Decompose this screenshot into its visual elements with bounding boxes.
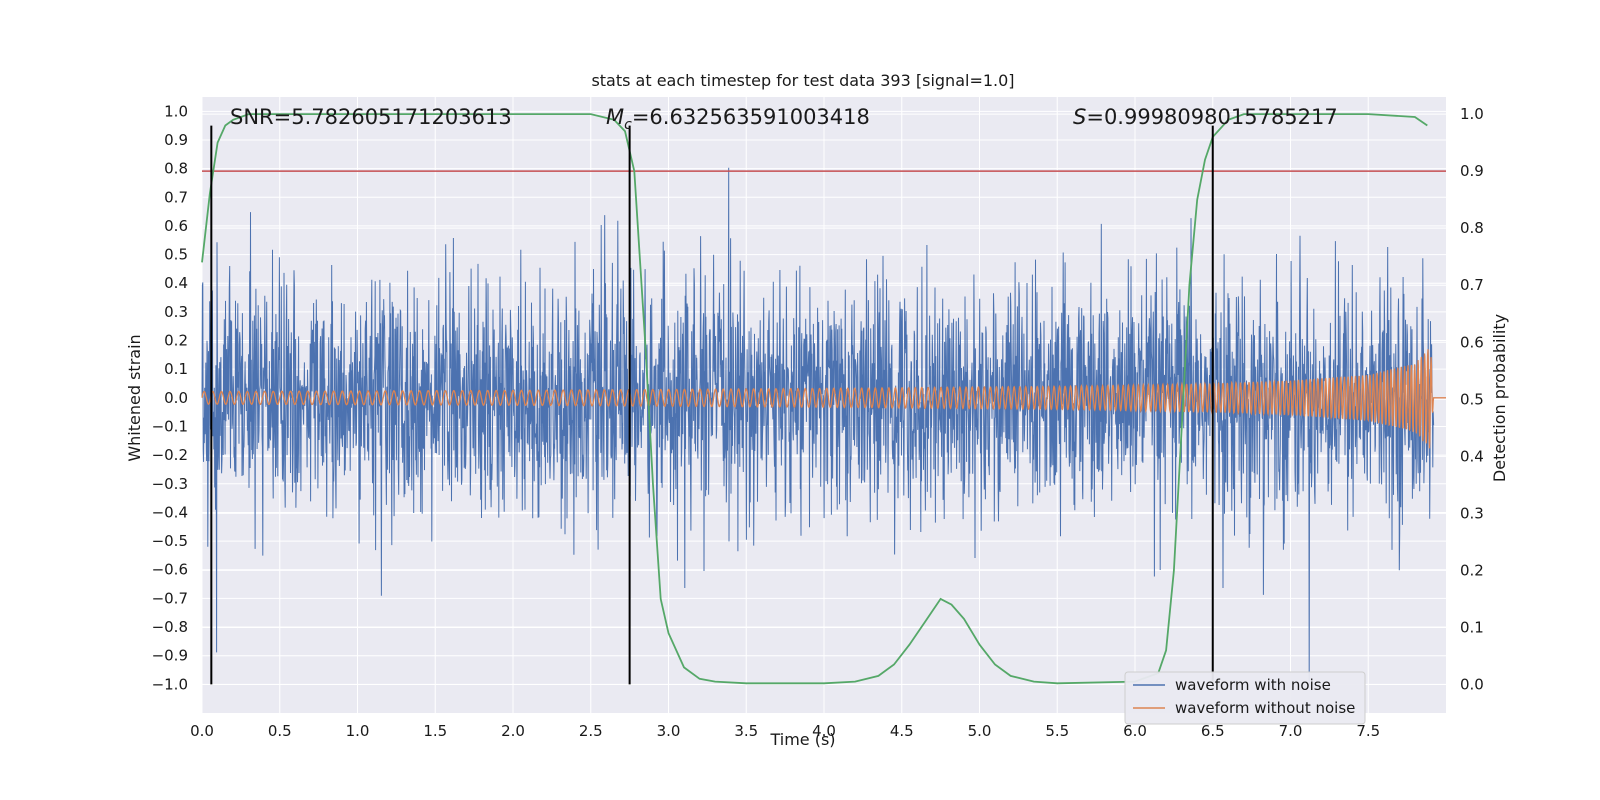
x-tick-label: 1.5 <box>423 722 447 740</box>
y2-tick-label: 0.5 <box>1460 390 1484 408</box>
y-tick-label: −0.9 <box>152 647 188 665</box>
x-tick-label: 4.0 <box>812 722 836 740</box>
mc-subscript: c <box>624 117 632 133</box>
y-tick-label: 0.6 <box>164 217 188 235</box>
y2-tick-label: 0.3 <box>1460 504 1484 522</box>
mc-value: =6.632563591003418 <box>632 105 870 129</box>
x-tick-label: 3.0 <box>657 722 681 740</box>
x-axis-label: Time (s) <box>769 730 835 749</box>
x-tick-label: 4.5 <box>890 722 914 740</box>
y2-tick-label: 0.7 <box>1460 276 1484 294</box>
y2-tick-label: 0.6 <box>1460 333 1484 351</box>
y-tick-label: −0.3 <box>152 475 188 493</box>
x-axis-ticks: 0.0 0.5 1.0 1.5 2.0 2.5 3.0 3.5 4.0 4.5 5.0 5.5 6.0 6… <box>190 722 1380 740</box>
noise-line <box>201 167 1435 685</box>
y-tick-label: −0.1 <box>152 417 188 435</box>
x-tick-label: 6.0 <box>1123 722 1147 740</box>
y2-tick-label: 1.0 <box>1460 105 1484 123</box>
x-tick-label: 0.0 <box>190 722 214 740</box>
y2-tick-label: 0.4 <box>1460 447 1484 465</box>
legend: waveform with noise waveform without noi… <box>1124 671 1366 725</box>
y2-axis-label: Detection probability <box>1490 314 1509 482</box>
y-tick-label: 0.3 <box>164 303 188 321</box>
y-tick-label: 1.0 <box>164 102 188 120</box>
vertical-markers <box>210 125 1214 685</box>
y-tick-label: 0.7 <box>164 188 188 206</box>
s-symbol: S <box>1073 105 1086 129</box>
legend-label-clean: waveform without noise <box>1175 699 1355 717</box>
y2-tick-label: 0.9 <box>1460 162 1484 180</box>
x-tick-label: 5.5 <box>1045 722 1069 740</box>
y-tick-label: 0.2 <box>164 332 188 350</box>
y2-tick-label: 0.2 <box>1460 561 1484 579</box>
chart-title: stats at each timestep for test data 393… <box>591 71 1014 90</box>
y-tick-label: −0.2 <box>152 446 188 464</box>
y-tick-label: 0.1 <box>164 360 188 378</box>
y-tick-label: −0.5 <box>152 532 188 550</box>
series-waveform-with-noise <box>201 167 1435 685</box>
y2-tick-label: 0.1 <box>1460 618 1484 636</box>
legend-label-noise: waveform with noise <box>1175 676 1331 694</box>
s-value: =0.9998098015785217 <box>1086 105 1337 129</box>
x-tick-label: 5.0 <box>968 722 992 740</box>
s-annotation: S=0.9998098015785217 <box>1073 105 1338 129</box>
x-tick-label: 6.5 <box>1201 722 1225 740</box>
y-tick-label: −0.7 <box>152 589 188 607</box>
y-tick-label: 0.8 <box>164 160 188 178</box>
y2-tick-label: 0.0 <box>1460 675 1484 693</box>
x-tick-label: 1.0 <box>346 722 370 740</box>
y-tick-label: 0.5 <box>164 246 188 264</box>
x-tick-label: 2.5 <box>579 722 603 740</box>
x-tick-label: 7.0 <box>1279 722 1303 740</box>
series-waveform-without-noise <box>201 349 1446 449</box>
y-tick-label: −1.0 <box>152 675 188 693</box>
y-axis-label: Whitened strain <box>125 334 144 461</box>
mc-symbol: M <box>606 105 624 129</box>
y-tick-label: 0.9 <box>164 131 188 149</box>
y2-tick-label: 0.8 <box>1460 219 1484 237</box>
y-tick-label: −0.8 <box>152 618 188 636</box>
y-tick-label: −0.6 <box>152 561 188 579</box>
clean-line <box>201 349 1446 449</box>
x-tick-label: 0.5 <box>268 722 292 740</box>
y-tick-label: 0.4 <box>164 274 188 292</box>
x-tick-label: 3.5 <box>734 722 758 740</box>
y2-axis-ticks: 0.0 0.1 0.2 0.3 0.4 0.5 0.6 0.7 0.8 0.9 1.0 <box>1460 105 1484 693</box>
probability-line <box>201 113 1428 685</box>
y-axis-ticks: −1.0 −0.9 −0.8 −0.7 −0.6 −0.5 −0.4 −0.3 −0.2 −0.1… <box>152 102 188 693</box>
legend-box <box>1124 671 1366 725</box>
mc-annotation: Mc=6.632563591003418 <box>606 105 870 133</box>
x-tick-label: 7.5 <box>1356 722 1380 740</box>
y-tick-label: −0.4 <box>152 503 188 521</box>
y-tick-label: 0.0 <box>164 389 188 407</box>
snr-annotation: SNR=5.782605171203613 <box>230 105 512 129</box>
x-tick-label: 2.0 <box>501 722 525 740</box>
series-detection-probability <box>201 113 1428 685</box>
